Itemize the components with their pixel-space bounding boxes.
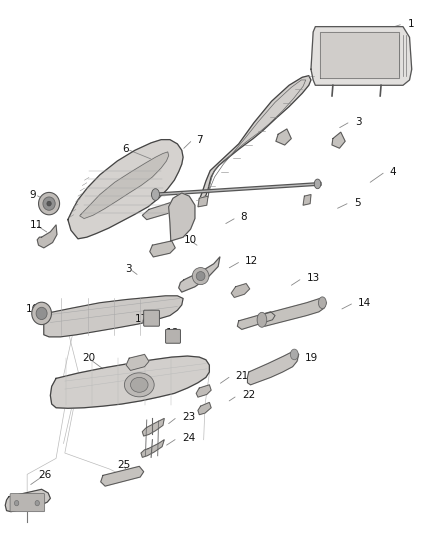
Polygon shape — [303, 195, 311, 205]
Ellipse shape — [314, 179, 321, 189]
Text: 18: 18 — [166, 328, 179, 338]
Ellipse shape — [32, 302, 52, 325]
Text: 16: 16 — [25, 304, 39, 314]
Polygon shape — [142, 198, 188, 220]
Polygon shape — [247, 351, 299, 385]
Text: 6: 6 — [122, 144, 128, 154]
Polygon shape — [5, 489, 50, 512]
Text: 22: 22 — [242, 391, 255, 400]
Text: 4: 4 — [390, 167, 396, 176]
Ellipse shape — [318, 297, 326, 309]
Polygon shape — [198, 196, 208, 207]
Text: 8: 8 — [240, 213, 247, 222]
Text: 7: 7 — [196, 135, 203, 144]
Text: 21: 21 — [236, 371, 249, 381]
Text: 14: 14 — [358, 298, 371, 308]
Ellipse shape — [196, 271, 205, 280]
Polygon shape — [179, 257, 220, 292]
Polygon shape — [311, 27, 412, 85]
Ellipse shape — [192, 268, 209, 285]
Text: 3: 3 — [355, 117, 361, 126]
Polygon shape — [237, 312, 275, 329]
Ellipse shape — [257, 312, 267, 327]
Ellipse shape — [47, 201, 51, 206]
Polygon shape — [332, 132, 345, 148]
Polygon shape — [37, 225, 57, 248]
Text: 12: 12 — [245, 256, 258, 266]
Text: 9: 9 — [30, 190, 36, 199]
Text: 13: 13 — [307, 273, 320, 283]
Text: 2: 2 — [350, 51, 357, 61]
Polygon shape — [169, 193, 195, 241]
Polygon shape — [258, 298, 326, 326]
Text: 19: 19 — [304, 353, 318, 363]
Polygon shape — [142, 418, 164, 436]
Ellipse shape — [35, 500, 39, 506]
Ellipse shape — [14, 500, 19, 506]
Text: 24: 24 — [182, 433, 195, 443]
Ellipse shape — [152, 189, 159, 200]
Polygon shape — [141, 440, 164, 457]
Polygon shape — [101, 466, 144, 486]
Ellipse shape — [124, 373, 154, 397]
Polygon shape — [80, 152, 169, 219]
FancyBboxPatch shape — [144, 310, 159, 326]
Ellipse shape — [36, 307, 47, 320]
Text: 11: 11 — [30, 220, 43, 230]
Polygon shape — [198, 402, 211, 415]
Polygon shape — [196, 385, 211, 397]
Polygon shape — [276, 129, 291, 145]
Text: 5: 5 — [354, 198, 360, 207]
Text: 10: 10 — [184, 235, 197, 245]
Text: 23: 23 — [182, 412, 195, 422]
Polygon shape — [199, 76, 311, 200]
Polygon shape — [50, 356, 209, 408]
Ellipse shape — [290, 349, 298, 360]
Polygon shape — [126, 354, 149, 370]
FancyBboxPatch shape — [10, 494, 45, 512]
Polygon shape — [150, 241, 175, 257]
Polygon shape — [231, 284, 250, 297]
Text: 17: 17 — [135, 314, 148, 324]
Ellipse shape — [131, 377, 148, 392]
Ellipse shape — [39, 192, 60, 215]
FancyBboxPatch shape — [166, 329, 180, 343]
Text: 1: 1 — [407, 19, 414, 29]
Text: 20: 20 — [82, 353, 95, 363]
Polygon shape — [320, 32, 399, 78]
Ellipse shape — [43, 197, 55, 211]
Text: 3: 3 — [125, 264, 131, 274]
Text: 25: 25 — [117, 460, 131, 470]
Text: 26: 26 — [39, 471, 52, 480]
Text: 15: 15 — [284, 309, 297, 318]
Polygon shape — [44, 296, 183, 337]
Polygon shape — [68, 140, 183, 239]
